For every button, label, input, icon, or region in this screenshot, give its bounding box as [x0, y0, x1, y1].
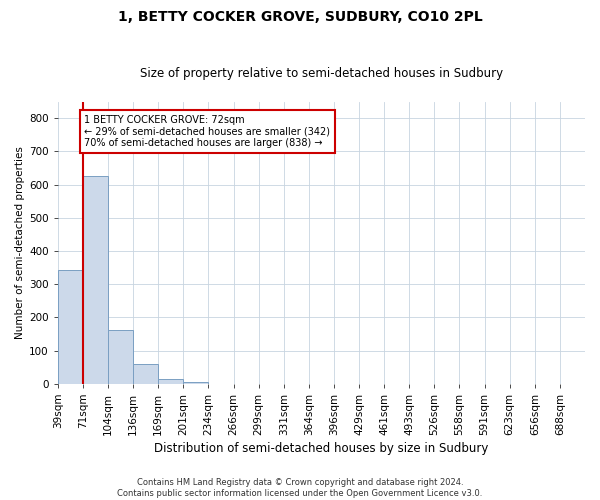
Bar	[133, 364, 158, 384]
Bar	[58, 270, 83, 384]
Text: 1, BETTY COCKER GROVE, SUDBURY, CO10 2PL: 1, BETTY COCKER GROVE, SUDBURY, CO10 2PL	[118, 10, 482, 24]
Bar	[184, 382, 208, 384]
Bar	[158, 380, 184, 384]
Title: Size of property relative to semi-detached houses in Sudbury: Size of property relative to semi-detach…	[140, 66, 503, 80]
Y-axis label: Number of semi-detached properties: Number of semi-detached properties	[15, 146, 25, 339]
Text: Contains HM Land Registry data © Crown copyright and database right 2024.
Contai: Contains HM Land Registry data © Crown c…	[118, 478, 482, 498]
Bar	[108, 330, 133, 384]
Bar	[83, 176, 108, 384]
Text: 1 BETTY COCKER GROVE: 72sqm
← 29% of semi-detached houses are smaller (342)
70% : 1 BETTY COCKER GROVE: 72sqm ← 29% of sem…	[85, 115, 331, 148]
X-axis label: Distribution of semi-detached houses by size in Sudbury: Distribution of semi-detached houses by …	[154, 442, 488, 455]
